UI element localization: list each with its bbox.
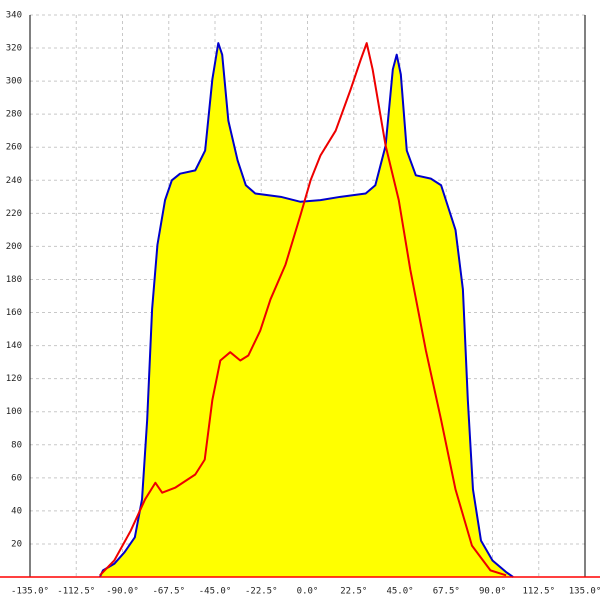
x-tick-label: 0.0°: [297, 587, 319, 597]
x-tick-label: -112.5°: [57, 587, 95, 597]
y-tick-label: 320: [6, 44, 22, 54]
y-tick-label: 20: [11, 539, 22, 549]
y-tick-label: 220: [6, 209, 22, 219]
y-tick-label: 260: [6, 143, 22, 153]
area-fill: [99, 43, 514, 578]
y-tick-label: 60: [11, 473, 22, 483]
y-tick-label: 40: [11, 506, 22, 516]
x-tick-label: -135.0°: [11, 587, 49, 597]
y-tick-label: 340: [6, 11, 22, 21]
y-tick-label: 100: [6, 407, 22, 417]
y-tick-label: 180: [6, 275, 22, 285]
y-tick-label: 280: [6, 110, 22, 120]
y-tick-label: 300: [6, 77, 22, 87]
x-tick-label: -22.5°: [245, 587, 278, 597]
x-tick-label: -45.0°: [199, 587, 232, 597]
x-tick-label: 135.0°: [569, 587, 600, 597]
x-tick-label: -90.0°: [106, 587, 139, 597]
y-tick-label: 120: [6, 374, 22, 384]
x-tick-label: -67.5°: [152, 587, 185, 597]
x-tick-label: 45.0°: [386, 587, 413, 597]
x-tick-label: 22.5°: [340, 587, 367, 597]
y-tick-label: 200: [6, 242, 22, 252]
y-tick-label: 80: [11, 440, 22, 450]
y-tick-label: 140: [6, 341, 22, 351]
x-tick-label: 90.0°: [479, 587, 506, 597]
x-tick-label: 67.5°: [433, 587, 460, 597]
y-tick-label: 160: [6, 308, 22, 318]
y-tick-label: 240: [6, 176, 22, 186]
series-line: [98, 42, 514, 578]
x-tick-label: 112.5°: [522, 587, 555, 597]
series-line: [99, 42, 507, 577]
